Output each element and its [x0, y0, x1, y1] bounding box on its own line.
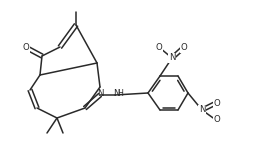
Text: N: N: [97, 90, 103, 99]
Text: O: O: [23, 44, 29, 52]
Text: O: O: [214, 99, 220, 108]
Text: N: N: [113, 90, 119, 99]
Text: N: N: [199, 105, 205, 114]
Text: N: N: [169, 54, 175, 63]
Text: O: O: [181, 44, 187, 52]
Text: O: O: [214, 116, 220, 124]
Text: O: O: [156, 44, 162, 52]
Text: H: H: [117, 88, 123, 98]
